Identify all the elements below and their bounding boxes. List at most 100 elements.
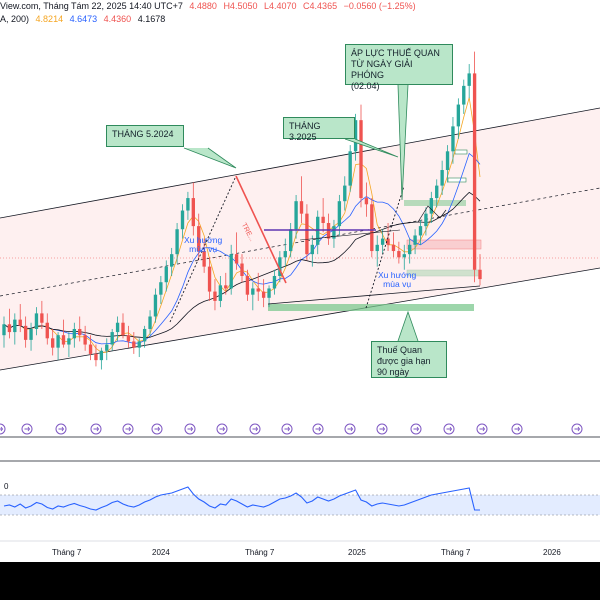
- candle-body: [23, 325, 28, 340]
- candle: [332, 219, 336, 248]
- candle: [175, 223, 179, 264]
- candle-body: [229, 254, 233, 289]
- x-tick-2026: 2026: [543, 548, 561, 557]
- candle-body: [310, 244, 314, 255]
- candle-body: [186, 198, 190, 211]
- header-ma-4: 4.1678: [137, 14, 166, 24]
- candle-body: [45, 322, 49, 339]
- candle: [299, 176, 304, 223]
- candle-body: [94, 353, 98, 361]
- event-marker-arrow-icon: [187, 426, 194, 432]
- candle: [180, 204, 185, 239]
- candle-body: [137, 341, 141, 348]
- candle: [110, 328, 114, 351]
- callout-pointer-ap-luc: [397, 84, 409, 201]
- candle-body: [245, 275, 250, 295]
- candle: [418, 219, 423, 245]
- candle: [283, 238, 287, 267]
- label-xu-huong-2-line2: mùa vụ: [383, 279, 412, 289]
- candle: [472, 51, 477, 283]
- candle-body: [467, 73, 471, 86]
- candle: [23, 316, 28, 348]
- candle-body: [105, 344, 109, 351]
- event-marker-arrow-icon: [413, 426, 420, 432]
- candle: [370, 198, 374, 258]
- event-marker: [55, 423, 67, 435]
- candle: [353, 113, 358, 161]
- event-marker: [249, 423, 261, 435]
- drop-line-red: [235, 175, 287, 284]
- candle-body: [299, 201, 304, 214]
- candle: [126, 325, 131, 348]
- event-marker-arrow-icon: [58, 426, 65, 432]
- dotted-trend-up-1: [169, 175, 237, 323]
- candle: [56, 332, 60, 361]
- candle: [386, 223, 390, 252]
- candle-body: [83, 335, 87, 345]
- candle-body: [408, 244, 412, 255]
- label-xu-huong-1-line2: mùa vụ: [189, 244, 218, 254]
- candle: [456, 98, 461, 139]
- zone-box-small-1: [447, 177, 467, 183]
- candle-body: [148, 316, 152, 329]
- candle: [132, 332, 136, 354]
- zone-box-green-mid: [404, 200, 466, 206]
- candle-body: [391, 244, 396, 252]
- candle: [391, 232, 396, 258]
- candle: [402, 244, 406, 270]
- candle-body: [78, 328, 82, 336]
- candle: [397, 241, 401, 264]
- candle-body: [289, 229, 293, 252]
- candle-body: [240, 263, 244, 276]
- candle: [229, 244, 233, 295]
- event-marker-arrow-icon: [154, 426, 161, 432]
- candle-body: [462, 85, 466, 105]
- event-marker: [312, 423, 324, 435]
- event-marker-arrow-icon: [93, 426, 100, 432]
- candle: [256, 272, 260, 301]
- candle-body: [126, 335, 131, 342]
- event-marker: [344, 423, 356, 435]
- candle-body: [456, 104, 461, 127]
- candle: [207, 257, 212, 301]
- candle-body: [61, 335, 66, 345]
- candle-body: [180, 210, 185, 230]
- candle-body: [2, 324, 6, 336]
- candle: [218, 275, 223, 308]
- candle: [251, 282, 255, 311]
- candle-body: [375, 244, 379, 252]
- candle-body: [153, 294, 158, 317]
- callout-pointer-thang3: [344, 138, 399, 158]
- event-marker: [571, 423, 583, 435]
- candle-body: [159, 282, 163, 295]
- candle-body: [386, 238, 390, 245]
- dotted-trend-up-2: [365, 185, 405, 309]
- event-marker: [122, 423, 134, 435]
- candle-body: [67, 338, 71, 345]
- candle-body: [51, 338, 55, 348]
- candle-body: [283, 251, 287, 258]
- candle: [424, 207, 428, 236]
- event-marker-arrow-icon: [315, 426, 322, 432]
- event-marker-arrow-icon: [252, 426, 259, 432]
- oscillator-line: [3, 486, 480, 511]
- candle-body: [202, 251, 206, 267]
- candle: [245, 269, 250, 301]
- candle: [40, 300, 44, 329]
- header-high: H4.5050: [223, 1, 258, 11]
- candle: [153, 288, 158, 323]
- candle: [94, 344, 98, 367]
- note-thue-quan-line1: Thuế Quan: [377, 345, 423, 355]
- candle-body: [451, 126, 455, 152]
- x-tick-thang7-2025: Tháng 7: [441, 548, 471, 557]
- candle: [321, 198, 325, 233]
- header-ma-2: 4.6473: [69, 14, 98, 24]
- event-marker: [90, 423, 102, 435]
- candle: [240, 254, 244, 283]
- label-xu-huong-2-line1: Xu hướng: [378, 270, 417, 280]
- triangle-pattern: [417, 205, 447, 223]
- candle: [72, 322, 76, 348]
- event-marker-arrow-icon: [24, 426, 31, 432]
- support-trend-line: [267, 285, 481, 305]
